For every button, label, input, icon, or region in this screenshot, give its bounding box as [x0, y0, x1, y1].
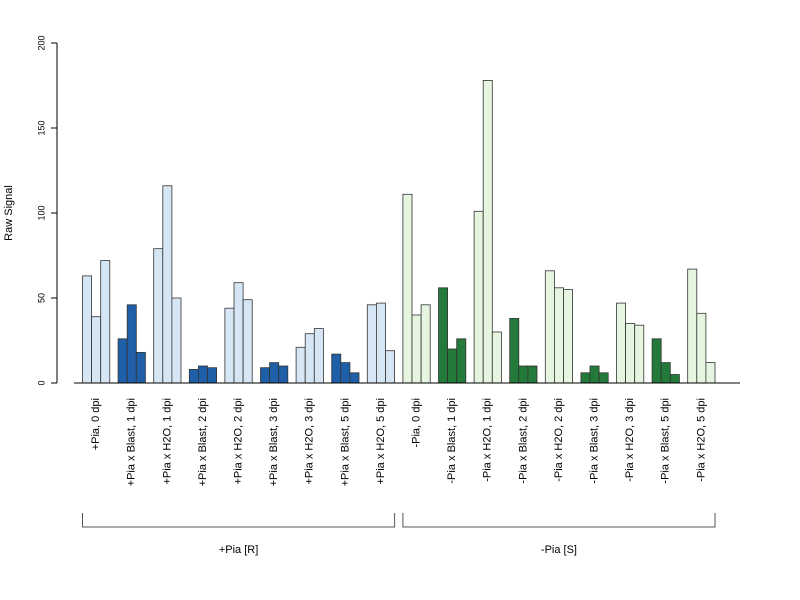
bar	[82, 275, 93, 384]
bar	[224, 307, 235, 384]
group-bracket	[82, 513, 396, 528]
bar	[509, 317, 520, 384]
bar	[100, 260, 111, 384]
group-label: -Pia [S]	[541, 544, 577, 556]
y-axis-title: Raw Signal	[3, 185, 15, 241]
bar	[473, 210, 484, 384]
bar	[580, 372, 591, 384]
bar	[616, 302, 627, 384]
bar	[705, 362, 716, 384]
bar	[438, 287, 449, 384]
bar	[375, 302, 386, 384]
bar	[563, 289, 574, 384]
bar	[304, 333, 315, 384]
x-tick-label: +Pia x Blast, 3 dpi	[268, 398, 280, 486]
bar	[385, 350, 396, 384]
y-axis: 0 50 100 150 200	[36, 35, 58, 386]
bar	[207, 367, 218, 384]
bar	[491, 331, 502, 384]
bar	[117, 338, 128, 384]
x-tick-label: -Pia x H2O, 5 dpi	[695, 398, 707, 482]
bar	[269, 362, 280, 384]
group-bracket	[402, 513, 716, 528]
bar	[260, 367, 271, 384]
bar	[482, 80, 493, 384]
bar	[554, 287, 564, 384]
x-tick-label: +Pia x Blast, 2 dpi	[197, 398, 209, 486]
bar	[527, 365, 538, 384]
bar	[135, 351, 146, 384]
bar	[313, 328, 324, 384]
bar	[598, 372, 609, 384]
y-tick-label: 100	[36, 205, 46, 220]
x-tick-label: -Pia, 0 dpi	[410, 398, 422, 448]
y-tick-label: 200	[36, 35, 46, 50]
bar	[366, 304, 377, 384]
bar	[420, 304, 431, 384]
bar	[589, 365, 600, 384]
bar	[153, 248, 164, 384]
y-tick-label: 0	[36, 380, 46, 385]
bar	[91, 316, 102, 384]
group-label: +Pia [R]	[219, 544, 258, 556]
bar	[233, 282, 244, 384]
bar	[171, 297, 182, 384]
bar	[162, 185, 173, 384]
bar	[544, 270, 555, 384]
x-tick-label: +Pia, 0 dpi	[90, 398, 102, 450]
x-tick-label: +Pia x H2O, 3 dpi	[304, 398, 316, 485]
x-tick-label: +Pia x Blast, 5 dpi	[339, 398, 351, 486]
x-tick-label: +Pia x H2O, 2 dpi	[232, 398, 244, 485]
bar	[625, 323, 636, 384]
bar	[331, 353, 342, 384]
bar	[340, 362, 351, 384]
bar	[651, 338, 662, 384]
bar	[402, 193, 413, 384]
bar	[188, 368, 199, 384]
bar	[447, 348, 458, 384]
x-tick-label: -Pia x Blast, 3 dpi	[588, 398, 600, 484]
bar	[456, 338, 467, 384]
x-axis-labels: +Pia, 0 dpi +Pia x Blast, 1 dpi +Pia x H2O…	[90, 398, 707, 486]
group-brackets: +Pia [R] -Pia [S]	[82, 513, 716, 556]
bar	[669, 374, 680, 384]
y-tick-label: 50	[36, 293, 46, 303]
bar	[349, 372, 360, 384]
x-tick-label: -Pia x H2O, 1 dpi	[482, 398, 494, 482]
bar	[518, 365, 529, 384]
bar	[295, 346, 306, 384]
bar	[660, 362, 671, 384]
x-tick-label: -Pia x H2O, 3 dpi	[624, 398, 636, 482]
x-tick-label: +Pia x Blast, 1 dpi	[126, 398, 138, 486]
y-tick-label: 150	[36, 120, 46, 135]
bars	[82, 80, 716, 384]
x-tick-label: -Pia x Blast, 1 dpi	[446, 398, 458, 484]
bar	[411, 314, 422, 384]
bar	[242, 299, 253, 384]
bar	[687, 268, 698, 384]
bar	[634, 324, 645, 384]
x-tick-label: -Pia x Blast, 2 dpi	[517, 398, 529, 484]
x-tick-label: +Pia x H2O, 1 dpi	[161, 398, 173, 485]
x-tick-label: -Pia x H2O, 2 dpi	[553, 398, 565, 482]
bar	[126, 304, 137, 384]
bar	[696, 312, 707, 384]
x-tick-label: -Pia x Blast, 5 dpi	[660, 398, 672, 484]
bar	[197, 365, 208, 384]
x-tick-label: +Pia x H2O, 5 dpi	[375, 398, 387, 485]
bar	[278, 365, 289, 384]
